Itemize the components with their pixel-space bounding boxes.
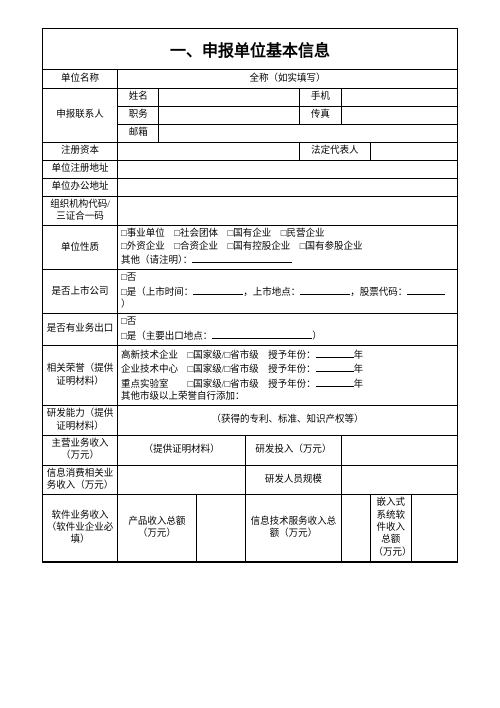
label-unit-name: 单位名称 bbox=[43, 70, 118, 88]
hint-rd-cap: （获得的专利、标准、知识产权等） bbox=[118, 406, 457, 436]
field-office-address[interactable] bbox=[118, 178, 457, 196]
label-contact: 申报联系人 bbox=[43, 88, 118, 142]
form-container: 一、申报单位基本信息 单位名称 全称（如实填写） 申报联系人 姓名 手机 职务 … bbox=[42, 28, 458, 563]
field-listed[interactable]: □否 □是（上市时间：，上市地点：，股票代码：） bbox=[118, 270, 457, 314]
row-software-income: 软件业务收入（软件业企业必填） 产品收入总额（万元） 信息技术服务收入总额（万元… bbox=[43, 495, 457, 562]
form-title: 一、申报单位基本信息 bbox=[43, 29, 457, 70]
row-info-income: 信息消费相关业务收入（万元） 研发人员规模 bbox=[43, 465, 457, 495]
label-office-address: 单位办公地址 bbox=[43, 178, 118, 196]
honor-1: 高新技术企业 □国家级/□省市级 授予年份：年 bbox=[121, 348, 454, 362]
label-reg-capital: 注册资本 bbox=[43, 142, 118, 160]
row-main-income: 主营业务收入（万元） （提供证明材料） 研发投入（万元） bbox=[43, 436, 457, 466]
label-rd-scale: 研发人员规模 bbox=[246, 465, 341, 495]
row-export: 是否有业务出口 □否 □是（主要出口地点：） bbox=[43, 314, 457, 346]
row-listed: 是否上市公司 □否 □是（上市时间：，上市地点：，股票代码：） bbox=[43, 270, 457, 314]
label-legal-rep: 法定代表人 bbox=[300, 142, 370, 160]
label-main-income: 主营业务收入（万元） bbox=[43, 436, 118, 466]
field-fax[interactable] bbox=[341, 106, 457, 124]
listed-no: □否 bbox=[121, 272, 454, 284]
honor-4: 其他市级以上荣誉自行添加： bbox=[121, 391, 454, 403]
label-reg-address: 单位注册地址 bbox=[43, 160, 118, 178]
label-mobile: 手机 bbox=[300, 88, 341, 106]
row-reg-address: 单位注册地址 bbox=[43, 160, 457, 178]
field-reg-capital[interactable] bbox=[118, 142, 300, 160]
row-honors: 相关荣誉（提供证明材料） 高新技术企业 □国家级/□省市级 授予年份：年 企业技… bbox=[43, 345, 457, 405]
form-table: 单位名称 全称（如实填写） 申报联系人 姓名 手机 职务 传真 邮箱 注册资本 … bbox=[43, 70, 457, 562]
nature-opt-2: □外资企业 □合资企业 □国有控股企业 □国有参股企业 bbox=[121, 241, 454, 253]
label-export: 是否有业务出口 bbox=[43, 314, 118, 346]
field-embedded-income[interactable] bbox=[411, 495, 457, 562]
honor-3: 重点实验室 □国家级/□省市级 授予年份：年 bbox=[121, 377, 454, 391]
field-email[interactable] bbox=[159, 124, 457, 142]
field-position[interactable] bbox=[159, 106, 300, 124]
listed-yes: □是（上市时间：，上市地点：，股票代码：） bbox=[121, 285, 454, 312]
field-it-service-income[interactable] bbox=[341, 495, 370, 562]
nature-opt-3: 其他（请注明）： bbox=[121, 253, 454, 267]
label-rd-cap: 研发能力（提供证明材料） bbox=[43, 406, 118, 436]
field-export[interactable]: □否 □是（主要出口地点：） bbox=[118, 314, 457, 346]
row-nature: 单位性质 □事业单位 □社会团体 □国有企业 □民营企业 □外资企业 □合资企业… bbox=[43, 226, 457, 270]
field-rd-scale[interactable] bbox=[341, 465, 457, 495]
label-info-income: 信息消费相关业务收入（万元） bbox=[43, 465, 118, 495]
field-mobile[interactable] bbox=[341, 88, 457, 106]
label-name: 姓名 bbox=[118, 88, 159, 106]
label-fax: 传真 bbox=[300, 106, 341, 124]
label-software-income: 软件业务收入（软件业企业必填） bbox=[43, 495, 118, 562]
field-rd-input[interactable] bbox=[341, 436, 457, 466]
row-org-code: 组织机构代码/三证合一码 bbox=[43, 196, 457, 226]
row-contact-1: 申报联系人 姓名 手机 bbox=[43, 88, 457, 106]
row-rd-capability: 研发能力（提供证明材料） （获得的专利、标准、知识产权等） bbox=[43, 406, 457, 436]
honor-2: 企业技术中心 □国家级/□省市级 授予年份：年 bbox=[121, 362, 454, 376]
row-unit-name: 单位名称 全称（如实填写） bbox=[43, 70, 457, 88]
label-email: 邮箱 bbox=[118, 124, 159, 142]
label-rd-input: 研发投入（万元） bbox=[246, 436, 341, 466]
field-honors[interactable]: 高新技术企业 □国家级/□省市级 授予年份：年 企业技术中心 □国家级/□省市级… bbox=[118, 345, 457, 405]
export-no: □否 bbox=[121, 316, 454, 328]
label-honors: 相关荣誉（提供证明材料） bbox=[43, 345, 118, 405]
label-embedded-income: 嵌入式系统软件收入总额（万元） bbox=[370, 495, 411, 562]
label-position: 职务 bbox=[118, 106, 159, 124]
field-product-income[interactable] bbox=[196, 495, 246, 562]
label-it-service-income: 信息技术服务收入总额（万元） bbox=[246, 495, 341, 562]
label-nature: 单位性质 bbox=[43, 226, 118, 270]
label-listed: 是否上市公司 bbox=[43, 270, 118, 314]
field-info-income[interactable] bbox=[118, 465, 246, 495]
row-office-address: 单位办公地址 bbox=[43, 178, 457, 196]
row-reg-capital: 注册资本 法定代表人 bbox=[43, 142, 457, 160]
field-name[interactable] bbox=[159, 88, 300, 106]
label-provide-materials: （提供证明材料） bbox=[118, 436, 246, 466]
nature-opt-1: □事业单位 □社会团体 □国有企业 □民营企业 bbox=[121, 228, 454, 240]
field-nature[interactable]: □事业单位 □社会团体 □国有企业 □民营企业 □外资企业 □合资企业 □国有控… bbox=[118, 226, 457, 270]
hint-unit-name: 全称（如实填写） bbox=[118, 70, 457, 88]
field-org-code[interactable] bbox=[118, 196, 457, 226]
label-org-code: 组织机构代码/三证合一码 bbox=[43, 196, 118, 226]
export-yes: □是（主要出口地点：） bbox=[121, 329, 454, 343]
field-reg-address[interactable] bbox=[118, 160, 457, 178]
field-legal-rep[interactable] bbox=[370, 142, 457, 160]
label-product-income: 产品收入总额（万元） bbox=[118, 495, 197, 562]
